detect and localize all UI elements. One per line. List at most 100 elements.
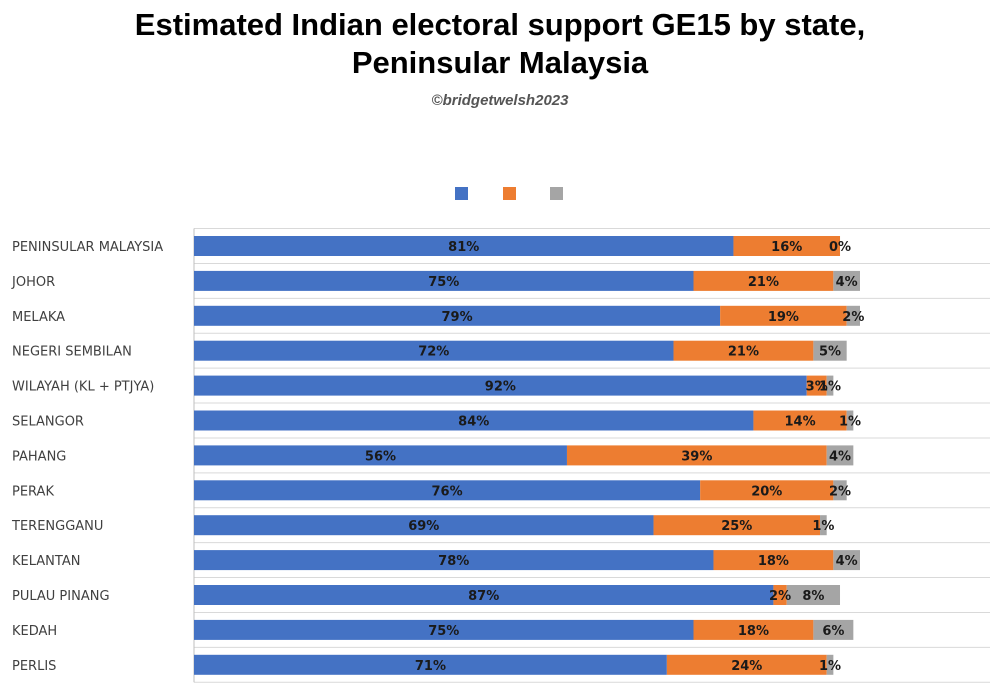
data-labels: 81% 16% 0%75% 21% 4%79% 19% 2%72% 21% 5%92% 3%1%8… <box>365 240 864 674</box>
data-label: 2% <box>829 484 851 499</box>
bar-segment <box>194 445 567 466</box>
data-label: 75% <box>428 624 459 639</box>
bar-segment <box>833 550 860 571</box>
category-label: SELANGOR <box>12 415 84 430</box>
data-label: 71% <box>415 659 446 674</box>
data-label: 4% <box>836 275 858 290</box>
data-label: 18% <box>758 554 789 569</box>
data-label: 21% <box>728 345 759 360</box>
data-label: 81% <box>448 240 479 255</box>
data-label: 0% <box>829 240 851 255</box>
bar-segment <box>713 550 834 571</box>
data-label: 3% <box>806 380 828 395</box>
bar-segment <box>826 445 854 466</box>
data-label: 1% <box>819 659 841 674</box>
chart-title-line-2: Peninsular Malaysia <box>351 45 649 80</box>
gridlines <box>193 228 990 683</box>
data-label: 5% <box>819 345 841 360</box>
data-label: 8% <box>802 589 824 604</box>
data-label: 84% <box>458 415 489 430</box>
bar-segment <box>194 619 694 640</box>
legend-key-1 <box>455 187 468 200</box>
data-label: 39% <box>681 449 712 464</box>
bar-segment <box>194 654 667 675</box>
bar-segment <box>194 305 721 326</box>
bar-segment <box>786 585 841 605</box>
bar-segment <box>194 480 701 501</box>
bar-segment <box>194 515 654 536</box>
data-label: 1% <box>812 519 834 534</box>
category-label: PERAK <box>12 484 54 499</box>
data-label: 21% <box>748 275 779 290</box>
data-label: 69% <box>408 519 439 534</box>
category-label: PENINSULAR MALAYSIA <box>12 240 163 255</box>
bar-segment <box>194 550 714 571</box>
data-label: 78% <box>438 554 469 569</box>
category-label: KEDAH <box>12 624 57 639</box>
data-label: 92% <box>485 380 516 395</box>
data-label: 25% <box>721 519 752 534</box>
bar-segment <box>753 410 847 431</box>
data-label: 19% <box>768 310 799 325</box>
data-label: 76% <box>432 484 463 499</box>
data-label: 56% <box>365 449 396 464</box>
bar-segment <box>720 305 847 326</box>
category-label: WILAYAH (KL + PTJYA) <box>12 380 154 395</box>
category-label: MELAKA <box>12 310 65 325</box>
data-label: 18% <box>738 624 769 639</box>
data-label: 87% <box>468 589 499 604</box>
category-labels: PENINSULAR MALAYSIA JOHOR MELAKA NEGERI SEM… <box>11 240 163 674</box>
category-label: PERLIS <box>12 659 56 674</box>
data-label: 79% <box>442 310 473 325</box>
bar-segment <box>194 410 754 431</box>
bar-segment <box>673 340 814 361</box>
data-label: 75% <box>428 275 459 290</box>
data-label: 14% <box>784 415 815 430</box>
bar-segment <box>846 305 860 326</box>
bar-segment <box>194 270 694 291</box>
bar-segment <box>693 619 814 640</box>
bar-segment <box>700 480 834 501</box>
bars <box>194 236 860 675</box>
legend <box>455 187 563 200</box>
bar-segment <box>194 585 774 605</box>
data-label: 72% <box>418 345 449 360</box>
data-label: 1% <box>839 415 861 430</box>
data-label: 2% <box>769 589 791 604</box>
bar-segment <box>833 480 847 501</box>
data-label: 20% <box>751 484 782 499</box>
bar-segment <box>846 410 854 431</box>
bar-segment <box>820 515 827 536</box>
data-label: 1% <box>819 380 841 395</box>
data-label: 16% <box>771 240 802 255</box>
bar-segment <box>826 654 834 675</box>
chart-title: Estimated Indian electoral support GE15 … <box>0 6 1000 82</box>
bar-segment <box>813 340 847 361</box>
data-label: 2% <box>842 310 864 325</box>
bar-segment <box>666 654 827 675</box>
category-label: PULAU PINANG <box>12 589 110 604</box>
category-label: JOHOR <box>11 275 55 290</box>
category-label: PAHANG <box>12 449 66 464</box>
category-label: NEGERI SEMBILAN <box>12 345 132 360</box>
bar-segment <box>194 236 734 256</box>
bar-segment <box>653 515 821 536</box>
data-label: 6% <box>822 624 844 639</box>
bar-segment <box>813 619 854 640</box>
bar-segment <box>773 585 787 605</box>
bar-segment <box>566 445 827 466</box>
bar-segment <box>194 375 807 396</box>
category-label: KELANTAN <box>12 554 80 569</box>
bar-segment <box>833 270 860 291</box>
legend-key-2 <box>503 187 516 200</box>
bar-segment <box>733 236 841 256</box>
legend-key-3 <box>550 187 563 200</box>
chart-title-line-1: Estimated Indian electoral support GE15 … <box>134 7 866 42</box>
data-label: 4% <box>836 554 858 569</box>
bar-segment <box>826 375 834 396</box>
data-label: 4% <box>829 449 851 464</box>
bar-segment <box>806 375 827 396</box>
chart-credit: ©bridgetwelsh2023 <box>431 92 569 109</box>
data-label: 24% <box>731 659 762 674</box>
